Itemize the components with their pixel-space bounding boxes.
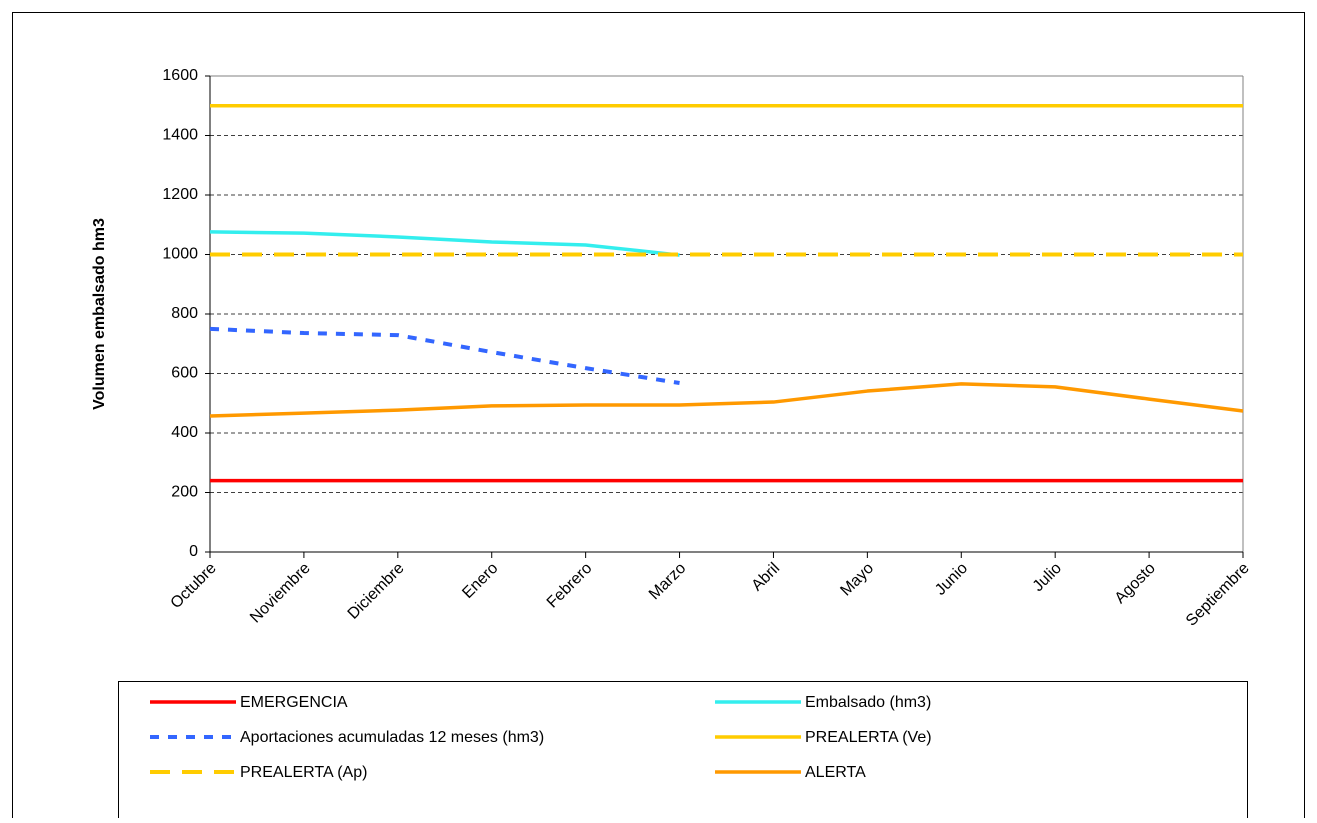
y-tick-label: 1200	[162, 186, 198, 203]
y-tick-label: 800	[171, 305, 198, 322]
legend-label: EMERGENCIA	[240, 694, 348, 711]
legend-label: PREALERTA (Ve)	[805, 729, 932, 746]
y-tick-label: 1000	[162, 246, 198, 263]
y-tick-label: 200	[171, 484, 198, 501]
series-line	[209, 382, 1244, 418]
y-tick-label: 1600	[162, 67, 198, 84]
legend-label: PREALERTA (Ap)	[240, 764, 367, 781]
y-tick-label: 1400	[162, 127, 198, 144]
y-tick-label: 0	[189, 543, 198, 560]
y-axis-title: Volumen embalsado hm3	[91, 218, 108, 410]
series-line	[209, 326, 680, 385]
legend-label: Aportaciones acumuladas 12 meses (hm3)	[240, 729, 544, 746]
y-tick-label: 600	[171, 365, 198, 382]
legend-label: Embalsado (hm3)	[805, 694, 931, 711]
legend	[118, 681, 1248, 823]
legend-label: ALERTA	[805, 764, 866, 781]
y-tick-label: 400	[171, 424, 198, 441]
series-line	[209, 230, 680, 257]
